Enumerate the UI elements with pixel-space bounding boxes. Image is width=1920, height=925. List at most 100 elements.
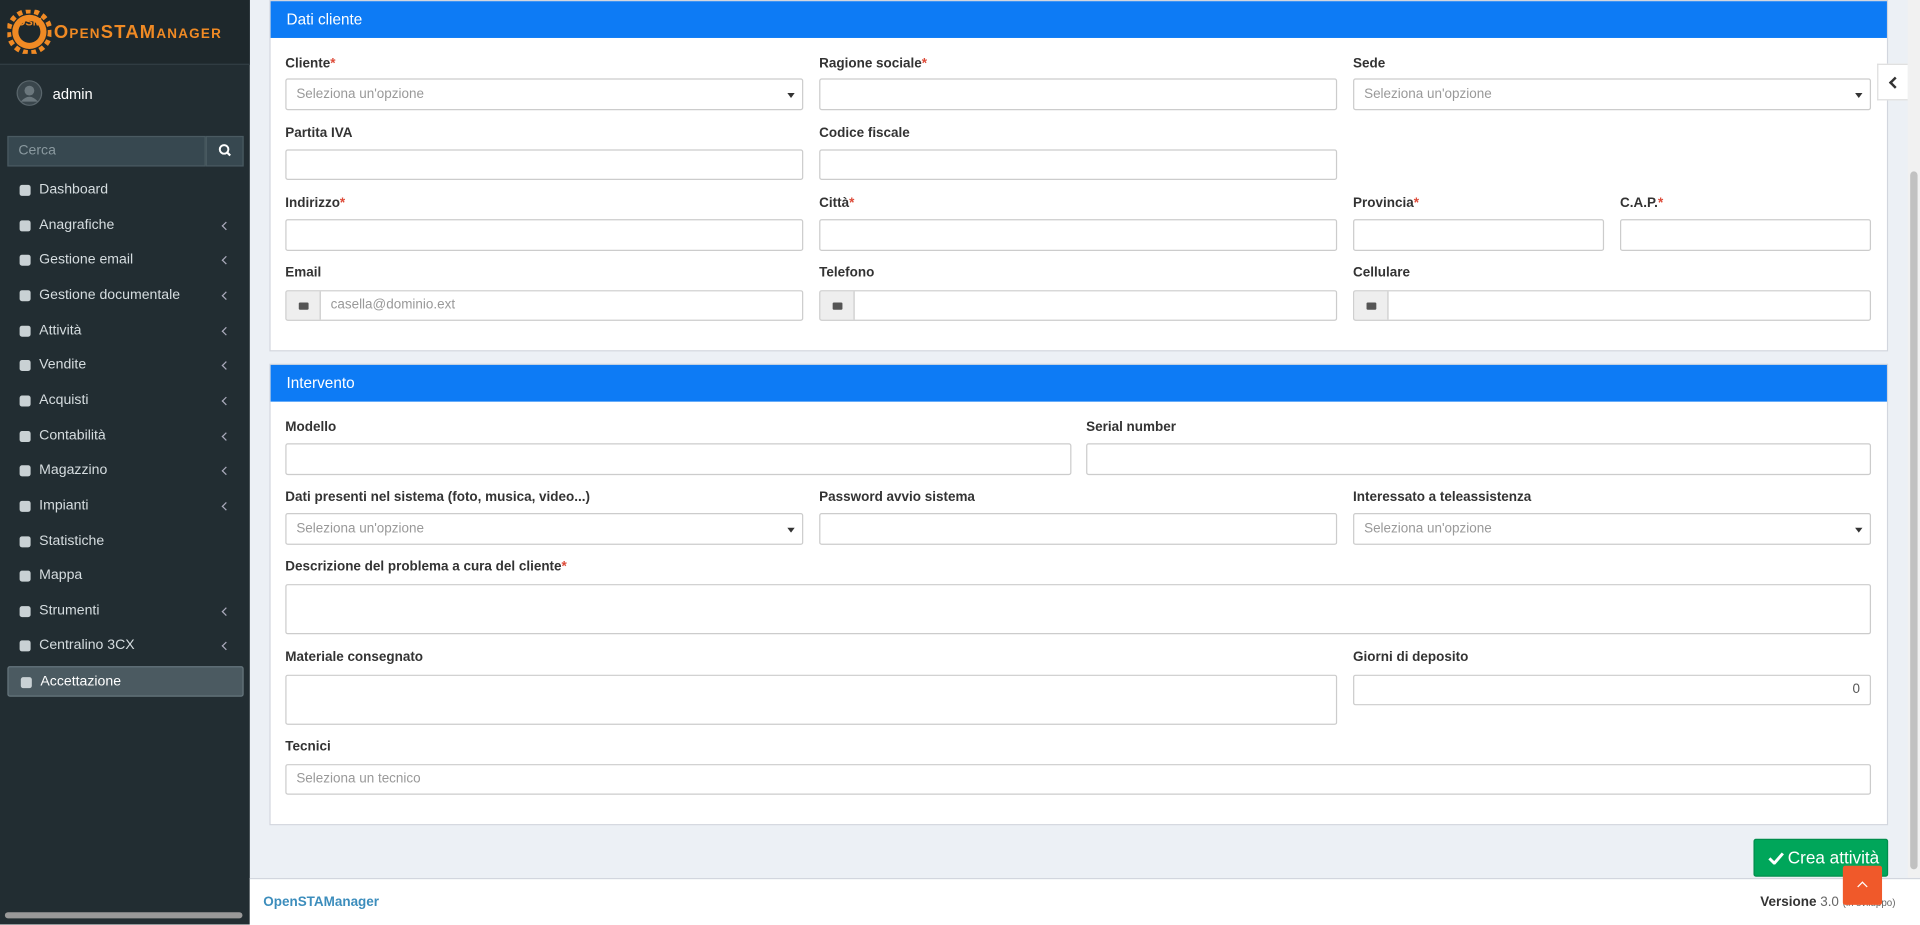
scrollbar bbox=[4, 912, 243, 919]
label-text: Tecnici bbox=[285, 739, 331, 755]
field-label: Cellulare bbox=[1353, 266, 1410, 281]
required-mark: * bbox=[561, 559, 567, 575]
field-label: Password avvio sistema bbox=[819, 490, 975, 505]
label-text: Indirizzo bbox=[285, 195, 340, 211]
required-mark: * bbox=[849, 195, 855, 211]
label-text: Partita IVA bbox=[285, 126, 353, 141]
menu-item[interactable]: Attività bbox=[7, 315, 243, 346]
field-label: Provincia* bbox=[1353, 196, 1419, 211]
menu-item[interactable]: Anagrafiche bbox=[7, 210, 243, 241]
menu-label: Statistiche bbox=[39, 533, 105, 548]
input[interactable] bbox=[285, 149, 804, 180]
placeholder: Seleziona un tecnico bbox=[296, 771, 421, 787]
input[interactable] bbox=[819, 290, 1338, 321]
menu-label: Centralino 3CX bbox=[39, 638, 135, 654]
menu-chevron bbox=[221, 431, 231, 441]
menu-item[interactable]: Gestione email bbox=[7, 245, 243, 276]
field-label: Descrizione del problema a cura del clie… bbox=[285, 560, 566, 575]
search-icon bbox=[218, 144, 231, 157]
select[interactable]: Seleziona un'opzione bbox=[285, 78, 804, 111]
menu-item[interactable]: Statistiche bbox=[7, 526, 243, 557]
field-label: Cliente* bbox=[285, 56, 335, 71]
select-caret bbox=[787, 93, 795, 98]
menu-item[interactable]: Accettazione bbox=[7, 666, 244, 697]
label-text: Cellulare bbox=[1353, 265, 1410, 281]
field-label: Interessato a teleassistenza bbox=[1353, 490, 1531, 505]
menu-icon bbox=[20, 677, 32, 689]
required-mark: * bbox=[1657, 195, 1664, 211]
menu-label: Dashboard bbox=[39, 182, 109, 198]
scroll-top[interactable] bbox=[1842, 865, 1883, 905]
label-text: Telefono bbox=[819, 265, 875, 281]
select[interactable]: Seleziona un'opzione bbox=[1353, 513, 1872, 545]
panel-title: Dati cliente bbox=[270, 1, 1887, 38]
search-button[interactable] bbox=[205, 135, 244, 167]
menu-icon bbox=[19, 465, 31, 477]
menu-item[interactable]: Magazzino bbox=[7, 456, 243, 487]
select[interactable]: Seleziona un'opzione bbox=[1353, 78, 1872, 111]
menu-item[interactable]: Dashboard bbox=[7, 175, 243, 206]
menu-item[interactable]: Gestione documentale bbox=[7, 280, 243, 311]
menu-item[interactable]: Impianti bbox=[7, 491, 243, 522]
control-toggle[interactable] bbox=[1877, 63, 1908, 101]
menu-label: Contabilità bbox=[39, 428, 106, 443]
required-mark: * bbox=[339, 195, 346, 211]
logo-bar[interactable]: OSM OpenSTAManager bbox=[0, 0, 250, 65]
menu-chevron bbox=[221, 361, 231, 371]
input[interactable] bbox=[819, 219, 1338, 252]
input[interactable] bbox=[285, 674, 1338, 725]
menu-item[interactable]: Contabilità bbox=[7, 421, 243, 452]
label-text: Interessato a teleassistenza bbox=[1353, 489, 1532, 505]
required-mark: * bbox=[330, 56, 336, 72]
label-text: Email bbox=[285, 265, 322, 281]
label-text: Codice fiscale bbox=[819, 126, 910, 141]
input[interactable] bbox=[1353, 219, 1605, 252]
input[interactable] bbox=[285, 443, 1072, 476]
menu-item[interactable]: Vendite bbox=[7, 351, 243, 382]
logo-text: OSM bbox=[16, 15, 42, 29]
menu-label: Anagrafiche bbox=[39, 217, 115, 233]
menu-item[interactable]: Centralino 3CX bbox=[7, 631, 243, 662]
input[interactable] bbox=[819, 513, 1338, 545]
logo-gear bbox=[7, 9, 52, 54]
input-addon bbox=[820, 291, 855, 320]
input[interactable]: casella@dominio.ext bbox=[285, 290, 804, 321]
label-text: Cliente bbox=[285, 56, 331, 72]
addon-icon bbox=[832, 302, 843, 310]
input[interactable] bbox=[819, 78, 1338, 111]
search-input[interactable]: Cerca bbox=[7, 135, 206, 167]
menu-icon bbox=[19, 325, 31, 337]
menu-chevron bbox=[221, 221, 231, 230]
input[interactable] bbox=[285, 219, 804, 252]
footer-brand[interactable]: OpenSTAManager bbox=[263, 895, 380, 910]
input[interactable] bbox=[1086, 443, 1872, 476]
label-text: Ragione sociale bbox=[819, 56, 922, 72]
input[interactable]: Seleziona un tecnico bbox=[285, 764, 1872, 795]
input[interactable] bbox=[819, 149, 1338, 180]
footer: OpenSTAManager Versione 3.0 (in sviluppo… bbox=[249, 877, 1920, 925]
field-label: Modello bbox=[285, 420, 336, 435]
menu-icon bbox=[19, 219, 31, 231]
submit-label: Crea attività bbox=[1787, 847, 1880, 867]
input[interactable] bbox=[285, 584, 1872, 635]
menu-item[interactable]: Strumenti bbox=[7, 596, 243, 627]
input[interactable] bbox=[1353, 290, 1872, 321]
select[interactable]: Seleziona un'opzione bbox=[285, 513, 804, 545]
field-label: Materiale consegnato bbox=[285, 650, 423, 665]
field-label: Ragione sociale* bbox=[819, 56, 927, 71]
input[interactable] bbox=[1620, 219, 1872, 252]
menu-chevron bbox=[221, 501, 231, 511]
field-label: Dati presenti nel sistema (foto, musica,… bbox=[285, 490, 590, 505]
menu-icon bbox=[19, 640, 31, 652]
input-addon bbox=[1354, 291, 1389, 320]
menu-item[interactable]: Acquisti bbox=[7, 386, 243, 417]
menu-label: Attività bbox=[39, 322, 82, 338]
brand: OpenSTAManager bbox=[53, 22, 223, 43]
menu-chevron bbox=[221, 256, 231, 265]
user-name[interactable]: admin bbox=[52, 85, 93, 103]
menu-item[interactable]: Mappa bbox=[7, 561, 243, 592]
input-addon bbox=[286, 291, 321, 320]
menu-label: Gestione documentale bbox=[39, 287, 181, 303]
input[interactable]: 0 bbox=[1353, 674, 1872, 706]
